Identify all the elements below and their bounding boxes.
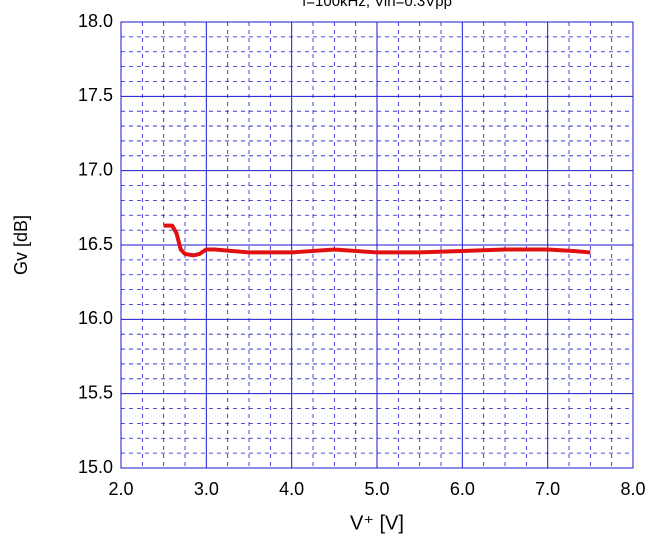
chart-title: f=100kHz, Vin=0.3Vpp [302, 0, 452, 10]
x-tick-label: 4.0 [279, 479, 304, 499]
x-tick-label: 6.0 [450, 479, 475, 499]
y-tick-label: 17.0 [78, 159, 113, 179]
plot-frame [120, 21, 634, 469]
x-axis-label: V⁺ [V] [350, 512, 404, 534]
x-tick-label: 2.0 [108, 479, 133, 499]
y-tick-label: 18.0 [78, 11, 113, 31]
data-line [163, 223, 591, 258]
x-tick-label: 7.0 [535, 479, 560, 499]
x-tick-label: 5.0 [364, 479, 389, 499]
y-tick-label: 15.0 [78, 457, 113, 477]
x-tick-label: 3.0 [194, 479, 219, 499]
y-tick-label: 16.5 [78, 234, 113, 254]
x-tick-label: 8.0 [620, 479, 645, 499]
y-tick-label: 17.5 [78, 85, 113, 105]
y-tick-label: 15.5 [78, 382, 113, 402]
y-tick-label: 16.0 [78, 308, 113, 328]
y-axis-label: Gv [dB] [11, 215, 31, 275]
